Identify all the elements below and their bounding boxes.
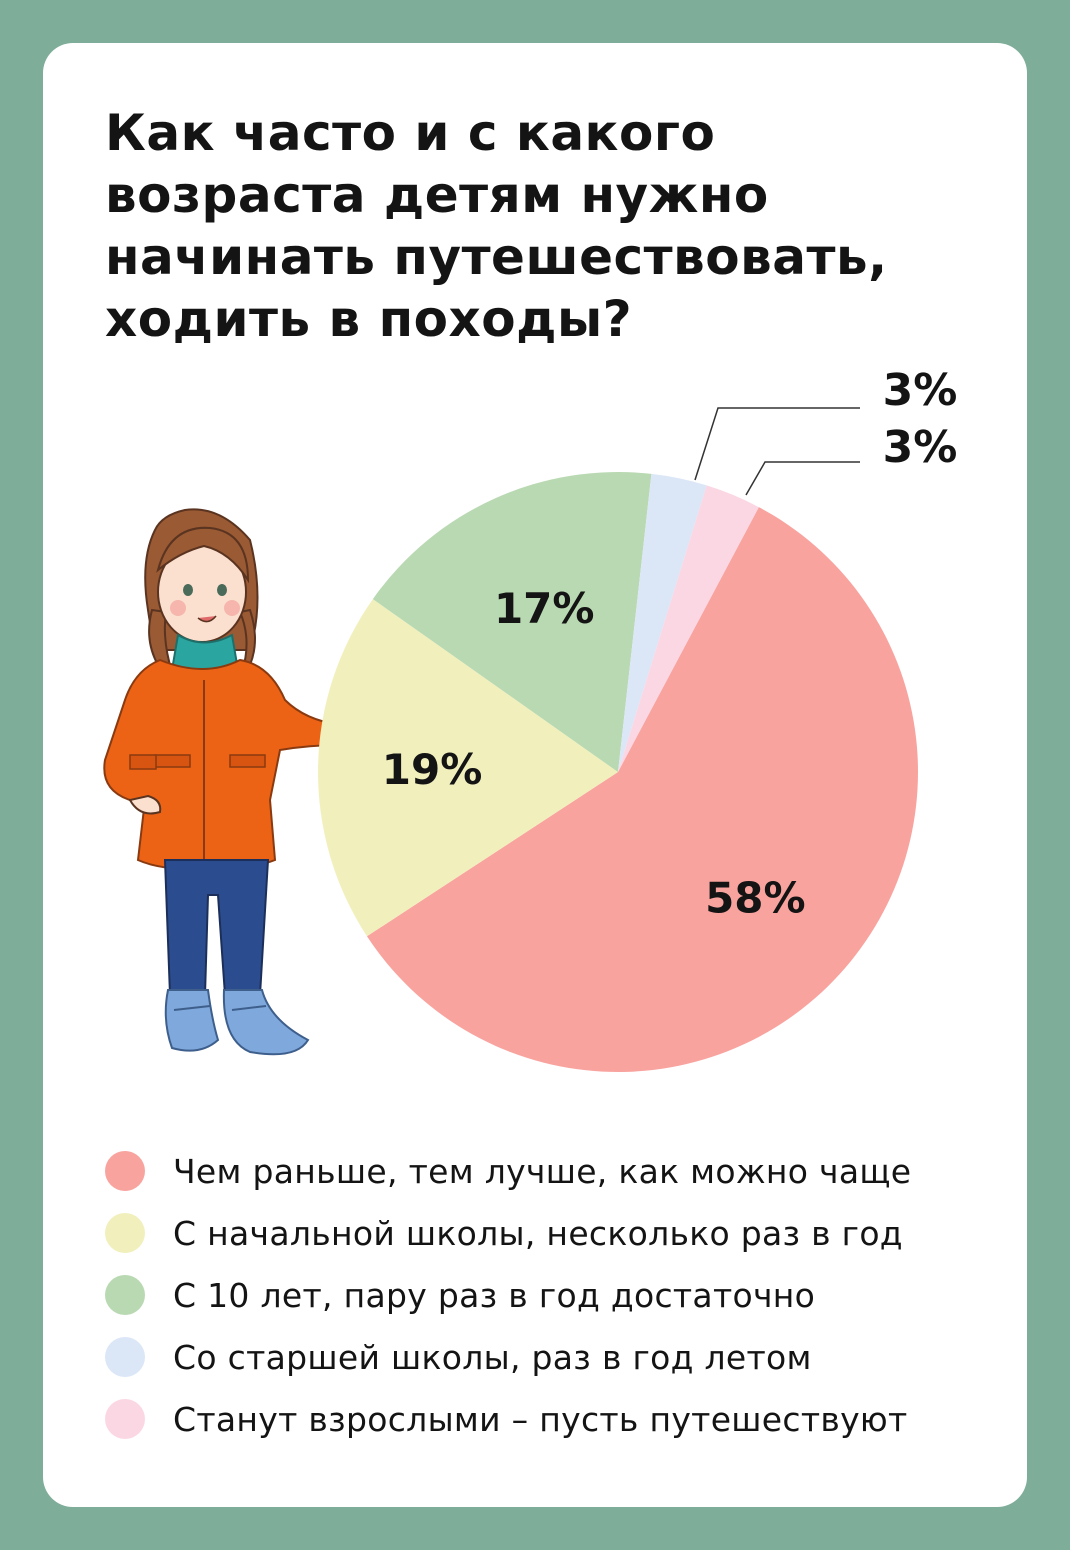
chart-legend: Чем раньше, тем лучше, как можно чаще С н… bbox=[105, 1140, 1005, 1450]
legend-item: С начальной школы, несколько раз в год bbox=[105, 1202, 1005, 1264]
legend-label: Чем раньше, тем лучше, как можно чаще bbox=[173, 1151, 912, 1191]
legend-item: Со старшей школы, раз в год летом bbox=[105, 1326, 1005, 1388]
pie-slice bbox=[317, 599, 618, 937]
legend-swatch bbox=[105, 1213, 145, 1253]
legend-swatch bbox=[105, 1275, 145, 1315]
legend-label: Станут взрослыми – пусть путешествуют bbox=[173, 1399, 908, 1439]
callout-line bbox=[745, 461, 860, 496]
legend-label: С 10 лет, пару раз в год достаточно bbox=[173, 1275, 816, 1315]
legend-label: С начальной школы, несколько раз в год bbox=[173, 1213, 903, 1253]
pie-slice bbox=[618, 485, 759, 772]
slice-label: 17% bbox=[494, 584, 595, 633]
legend-label: Со старшей школы, раз в год летом bbox=[173, 1337, 812, 1377]
legend-swatch bbox=[105, 1399, 145, 1439]
girl-illustration bbox=[103, 508, 374, 1056]
pie-slice bbox=[372, 472, 652, 772]
legend-swatch bbox=[105, 1151, 145, 1191]
slice-label: 3% bbox=[883, 365, 958, 416]
pie-slice bbox=[366, 507, 919, 1072]
legend-item: Станут взрослыми – пусть путешествуют bbox=[105, 1388, 1005, 1450]
pie-slice bbox=[618, 473, 707, 772]
legend-swatch bbox=[105, 1337, 145, 1377]
callout-line bbox=[694, 407, 860, 481]
chart-title: Как часто и с какого возраста детям нужн… bbox=[105, 104, 888, 348]
slice-label: 3% bbox=[883, 422, 958, 473]
slice-label: 19% bbox=[382, 745, 483, 794]
slice-label: 58% bbox=[705, 873, 806, 922]
legend-item: С 10 лет, пару раз в год достаточно bbox=[105, 1264, 1005, 1326]
legend-item: Чем раньше, тем лучше, как можно чаще bbox=[105, 1140, 1005, 1202]
